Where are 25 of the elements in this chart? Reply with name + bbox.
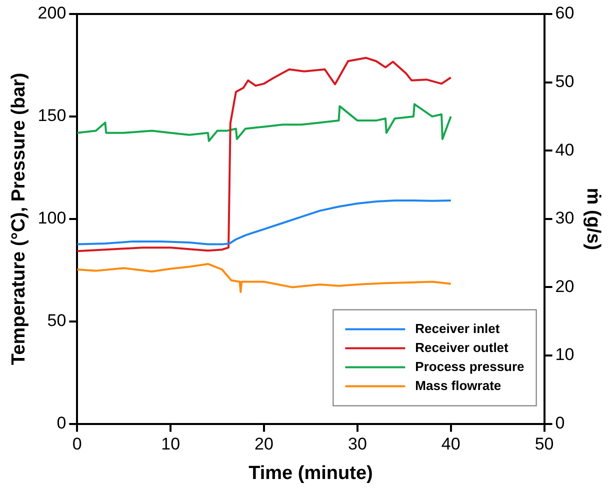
y2-tick-label: 60 (555, 4, 574, 23)
y2-tick-label: 0 (555, 413, 565, 432)
legend-label: Process pressure (415, 358, 524, 374)
y-tick-label: 0 (56, 413, 66, 432)
y2-tick-label: 20 (555, 276, 574, 296)
legend-label: Mass flowrate (415, 378, 502, 393)
x-tick-label: 40 (441, 434, 460, 454)
x-tick-label: 30 (348, 434, 367, 454)
legend-label: Receiver outlet (415, 340, 510, 355)
y2-axis-title: ṁ (g/s) (582, 188, 604, 250)
y2-tick-label: 10 (555, 345, 574, 364)
legend-label: Receiver inlet (415, 320, 500, 336)
y2-tick-label: 50 (555, 72, 574, 91)
y-tick-label: 100 (38, 208, 66, 228)
x-tick-label: 0 (72, 434, 82, 454)
y2-tick-label: 40 (555, 140, 574, 160)
x-tick-label: 20 (254, 434, 274, 454)
y-tick-label: 200 (38, 4, 66, 23)
y-axis-title: Temperature (°C), Pressure (bar) (8, 72, 30, 366)
x-axis-title: Time (minute) (248, 462, 373, 484)
x-tick-label: 10 (161, 434, 180, 454)
x-tick-label: 50 (534, 434, 554, 454)
y-tick-label: 50 (47, 311, 66, 330)
y2-tick-label: 30 (555, 208, 574, 228)
y-tick-label: 150 (38, 106, 66, 126)
